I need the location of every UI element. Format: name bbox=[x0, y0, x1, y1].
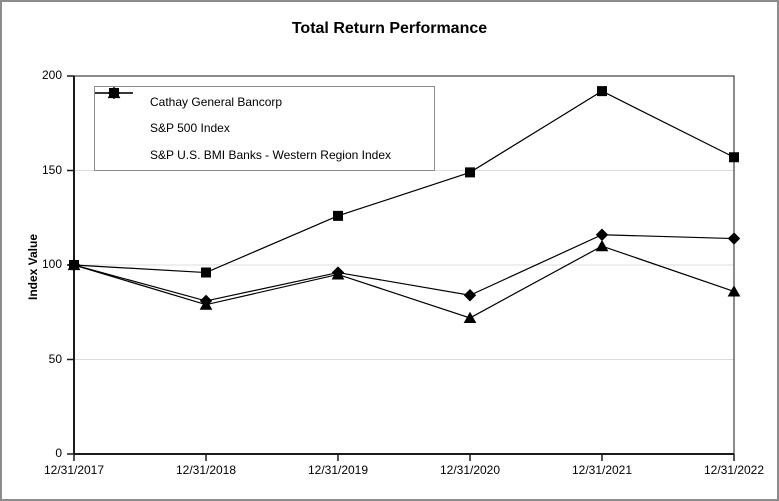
triangle-marker-icon bbox=[727, 285, 741, 297]
legend-sample-svg bbox=[95, 87, 133, 99]
triangle-marker-icon bbox=[463, 311, 477, 324]
legend-item-bmi-banks: S&P U.S. BMI Banks - Western Region Inde… bbox=[95, 87, 434, 162]
triangle-marker-icon bbox=[199, 298, 213, 310]
y-tick-label: 0 bbox=[55, 446, 62, 460]
triangle-marker-icon bbox=[595, 239, 609, 252]
legend-square-marker-icon bbox=[95, 88, 144, 134]
x-tick-label: 12/31/2017 bbox=[43, 463, 105, 477]
square-marker-icon bbox=[333, 210, 343, 221]
y-tick-label: 150 bbox=[41, 162, 62, 177]
x-tick-label: 12/31/2021 bbox=[571, 463, 633, 477]
legend-label: S&P U.S. BMI Banks - Western Region Inde… bbox=[150, 147, 391, 162]
legend-label: Cathay General Bancorp bbox=[150, 95, 283, 110]
triangle-marker-icon bbox=[67, 258, 81, 271]
series-line bbox=[73, 90, 735, 274]
diamond-marker-icon bbox=[463, 289, 477, 302]
series-line bbox=[73, 245, 735, 319]
legend-item-sp500: S&P 500 Index bbox=[95, 88, 434, 136]
diamond-marker-icon bbox=[595, 228, 609, 241]
square-marker-icon bbox=[201, 267, 211, 278]
chart-title: Total Return Performance bbox=[291, 20, 488, 37]
square-marker-icon bbox=[597, 86, 607, 97]
legend-triangle-marker-icon bbox=[95, 87, 144, 161]
y-tick-label: 200 bbox=[41, 68, 62, 82]
y-tick-label: 100 bbox=[41, 257, 62, 271]
legend-item-cathay: Cathay General Bancorp bbox=[95, 87, 434, 110]
series-line bbox=[73, 234, 735, 302]
y-tick-label: 50 bbox=[48, 351, 62, 366]
legend: Cathay General Bancorp S&P 500 Index S&P… bbox=[94, 86, 435, 171]
square-marker-icon bbox=[729, 152, 739, 163]
x-tick-label: 12/31/2018 bbox=[175, 463, 237, 477]
diamond-marker-icon bbox=[727, 232, 741, 245]
x-tick-label: 12/31/2022 bbox=[703, 463, 765, 477]
x-tick-label: 12/31/2020 bbox=[439, 463, 501, 477]
triangle-marker-icon bbox=[331, 268, 345, 280]
square-marker-icon bbox=[465, 167, 475, 178]
x-tick-label: 12/31/2019 bbox=[307, 463, 369, 477]
legend-label: S&P 500 Index bbox=[150, 121, 230, 136]
